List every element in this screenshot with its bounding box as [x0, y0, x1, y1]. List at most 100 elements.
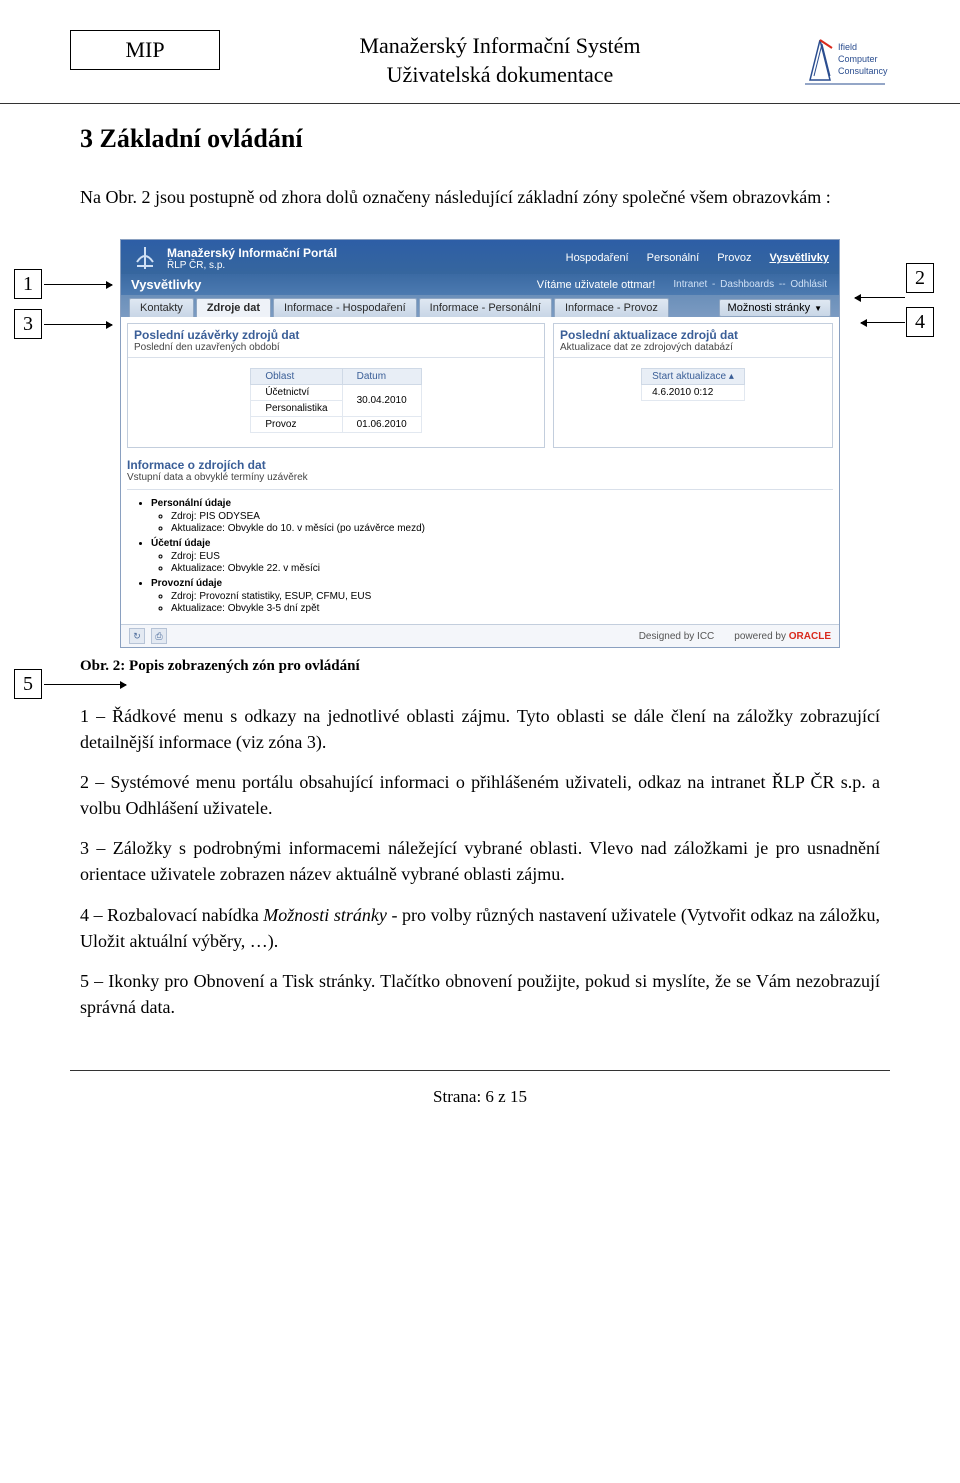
panel-uzaverky-sub: Poslední den uzavřených období: [128, 342, 544, 358]
td: 01.06.2010: [342, 417, 421, 433]
list-item: Zdroj: EUS: [171, 551, 833, 562]
bullet-label: Provozní údaje: [151, 578, 222, 589]
welcome-user-text: Vítáme uživatele ottmar!: [537, 279, 656, 291]
tab-info-provoz[interactable]: Informace - Provoz: [554, 298, 669, 317]
panel-aktualizace-title: Poslední aktualizace zdrojů dat: [554, 324, 832, 342]
header-center: Manažerský Informační Systém Uživatelská…: [220, 30, 780, 89]
welcome-area-title: Vysvětlivky: [131, 277, 201, 292]
header-title-line2: Uživatelská dokumentace: [387, 62, 614, 87]
chevron-down-icon: ▼: [814, 304, 822, 313]
table-row: Start aktualizace ▴: [642, 369, 745, 385]
portal-topband: Manažerský Informační Portál ŘLP ČR, s.p…: [121, 240, 839, 274]
system-links: Intranet - Dashboards -- Odhlásit: [671, 279, 829, 290]
refresh-icon[interactable]: ↻: [129, 628, 145, 644]
callout-4-arrow: [861, 322, 905, 323]
page-options-dropdown[interactable]: Možnosti stránky ▼: [719, 299, 831, 317]
list-item: Zdroj: PIS ODYSEA: [171, 511, 833, 522]
list-item: Provozní údaje Zdroj: Provozní statistik…: [151, 578, 833, 614]
header-left-box: MIP: [70, 30, 220, 70]
table-row: Účetnictví 30.04.2010: [251, 385, 421, 401]
item-4: 4 – Rozbalovací nabídka Možnosti stránky…: [80, 902, 880, 954]
print-icon[interactable]: ⎙: [151, 628, 167, 644]
td: Provoz: [251, 417, 342, 433]
td: 30.04.2010: [342, 385, 421, 417]
tab-kontakty[interactable]: Kontakty: [129, 298, 194, 317]
page-options-label: Možnosti stránky: [728, 302, 811, 314]
list-item: Účetní údaje Zdroj: EUS Aktualizace: Obv…: [151, 538, 833, 574]
table-row: Provoz 01.06.2010: [251, 417, 421, 433]
portal-welcomebar: Vysvětlivky Vítáme uživatele ottmar! Int…: [121, 274, 839, 295]
callout-5: 5: [14, 669, 42, 699]
th-start[interactable]: Start aktualizace ▴: [642, 369, 745, 385]
list-item: Aktualizace: Obvykle 3-5 dní zpět: [171, 603, 833, 614]
th-oblast: Oblast: [251, 369, 342, 385]
svg-text:Ifield: Ifield: [838, 42, 857, 52]
td: Personalistika: [251, 401, 342, 417]
syslink-dashboards[interactable]: Dashboards: [720, 279, 774, 290]
page-number: Strana: 6 z 15: [433, 1087, 527, 1106]
footer-powered: powered by ORACLE: [734, 631, 831, 642]
portal-tabbar: Kontakty Zdroje dat Informace - Hospodař…: [121, 295, 839, 317]
portal-body: Poslední uzávěrky zdrojů dat Poslední de…: [121, 317, 839, 454]
syslink-intranet[interactable]: Intranet: [673, 279, 707, 290]
bullet-label: Personální údaje: [151, 498, 231, 509]
header-right-logo: Ifield Computer Consultancy: [780, 30, 890, 95]
info-title: Informace o zdrojích dat: [127, 454, 833, 472]
panel-aktualizace: Poslední aktualizace zdrojů dat Aktualiz…: [553, 323, 833, 448]
panel-uzaverky: Poslední uzávěrky zdrojů dat Poslední de…: [127, 323, 545, 448]
syslink-odhlasit[interactable]: Odhlásit: [790, 279, 827, 290]
portal-subtitle: ŘLP ČR, s.p.: [167, 260, 337, 271]
header-title-line1: Manažerský Informační Systém: [359, 33, 640, 58]
item-3: 3 – Záložky s podrobnými informacemi nál…: [80, 835, 880, 887]
svg-text:Computer: Computer: [838, 54, 878, 64]
powered-label: powered by: [734, 631, 786, 642]
panel-aktualizace-sub: Aktualizace dat ze zdrojových databází: [554, 342, 832, 358]
tab-zdroje-dat[interactable]: Zdroje dat: [196, 298, 271, 317]
portal-topnav: Hospodaření Personální Provoz Vysvětlivk…: [566, 252, 829, 264]
topnav-item-hospodareni[interactable]: Hospodaření: [566, 252, 629, 264]
portal-screenshot: Manažerský Informační Portál ŘLP ČR, s.p…: [120, 239, 840, 648]
info-bullet-list: Personální údaje Zdroj: PIS ODYSEA Aktua…: [151, 498, 833, 614]
topnav-item-personalni[interactable]: Personální: [647, 252, 700, 264]
table-aktualizace: Start aktualizace ▴ 4.6.2010 0:12: [641, 368, 745, 401]
svg-text:Consultancy: Consultancy: [838, 66, 888, 76]
page-footer: Strana: 6 z 15: [70, 1070, 890, 1107]
callout-2: 2: [906, 263, 934, 293]
table-uzaverky: Oblast Datum Účetnictví 30.04.2010 Perso…: [250, 368, 421, 433]
section-heading: 3 Základní ovládání: [80, 124, 880, 154]
item-4b: Možnosti stránky: [263, 905, 387, 925]
table-row: 4.6.2010 0:12: [642, 385, 745, 401]
list-item: Aktualizace: Obvykle 22. v měsíci: [171, 563, 833, 574]
callout-3: 3: [14, 309, 42, 339]
portal-logo-icon: [131, 244, 159, 272]
tab-info-personalni[interactable]: Informace - Personální: [419, 298, 552, 317]
item-2: 2 – Systémové menu portálu obsahující in…: [80, 769, 880, 821]
portal-footer: ↻ ⎙ Designed by ICC powered by ORACLE: [121, 624, 839, 647]
portal-title: Manažerský Informační Portál: [167, 246, 337, 260]
callout-2-arrow: [855, 297, 905, 298]
figure-2-wrap: 1 2 3 4 5 Manažerský Informační Portál: [80, 239, 880, 648]
item-5: 5 – Ikonky pro Obnovení a Tisk stránky. …: [80, 968, 880, 1020]
tab-info-hospodareni[interactable]: Informace - Hospodaření: [273, 298, 417, 317]
list-item: Aktualizace: Obvykle do 10. v měsíci (po…: [171, 523, 833, 534]
bullet-label: Účetní údaje: [151, 538, 210, 549]
footer-icons: ↻ ⎙: [129, 628, 167, 644]
intro-paragraph: Na Obr. 2 jsou postupně od zhora dolů oz…: [80, 184, 880, 211]
item-1: 1 – Řádkové menu s odkazy na jednotlivé …: [80, 703, 880, 755]
footer-designed: Designed by ICC: [639, 631, 715, 642]
page-header: MIP Manažerský Informační Systém Uživate…: [0, 30, 960, 104]
topnav-item-provoz[interactable]: Provoz: [717, 252, 751, 264]
item-4a: 4 – Rozbalovací nabídka: [80, 905, 263, 925]
portal-logo: Manažerský Informační Portál ŘLP ČR, s.p…: [131, 244, 337, 272]
callout-1: 1: [14, 269, 42, 299]
info-sub: Vstupní data a obvyklé termíny uzávěrek: [127, 472, 833, 490]
list-item: Personální údaje Zdroj: PIS ODYSEA Aktua…: [151, 498, 833, 534]
figure-caption: Obr. 2: Popis zobrazených zón pro ovládá…: [80, 658, 880, 675]
panel-info-zdroje: Informace o zdrojích dat Vstupní data a …: [127, 454, 833, 614]
topnav-item-vysvetlivky[interactable]: Vysvětlivky: [769, 252, 829, 264]
callout-5-arrow: [44, 684, 126, 685]
callout-1-arrow: [44, 284, 112, 285]
td: 4.6.2010 0:12: [642, 385, 745, 401]
panel-uzaverky-title: Poslední uzávěrky zdrojů dat: [128, 324, 544, 342]
icc-logo-icon: Ifield Computer Consultancy: [800, 77, 890, 94]
